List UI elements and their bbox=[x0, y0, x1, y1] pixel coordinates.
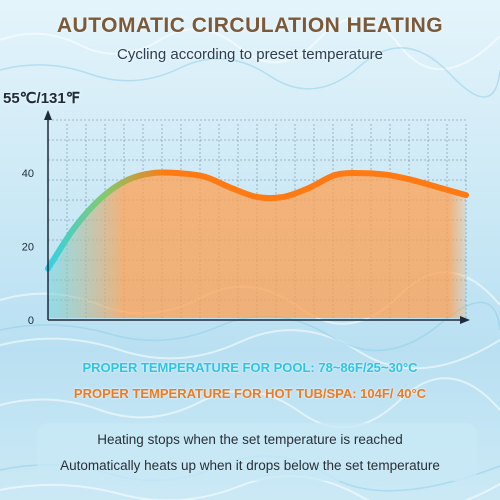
page-title: AUTOMATIC CIRCULATION HEATING bbox=[56, 14, 444, 37]
y-tick-label: 0 bbox=[28, 315, 34, 327]
y-axis-arrow bbox=[44, 110, 52, 120]
series-line-temperature bbox=[45, 169, 469, 272]
temperature-area bbox=[48, 172, 466, 318]
y-tick-labels: 0 20 40 bbox=[22, 168, 34, 327]
y-tick-label: 40 bbox=[22, 168, 34, 180]
chart-axes bbox=[44, 110, 470, 324]
note-auto-heats: Automatically heats up when it drops bel… bbox=[60, 458, 440, 473]
spa-temperature-text: PROPER TEMPERATURE FOR HOT TUB/SPA: 104F… bbox=[73, 386, 427, 401]
page-subtitle: Cycling according to preset temperature bbox=[117, 46, 383, 63]
y-axis-max-label: 55℃/131℉ bbox=[3, 90, 80, 107]
pool-temperature-text: PROPER TEMPERATURE FOR POOL: 78~86F/25~3… bbox=[82, 360, 418, 375]
info-note-box bbox=[37, 423, 477, 481]
note-heating-stops: Heating stops when the set temperature i… bbox=[97, 432, 403, 447]
x-axis-arrow bbox=[460, 316, 470, 324]
y-tick-label: 20 bbox=[22, 242, 34, 254]
